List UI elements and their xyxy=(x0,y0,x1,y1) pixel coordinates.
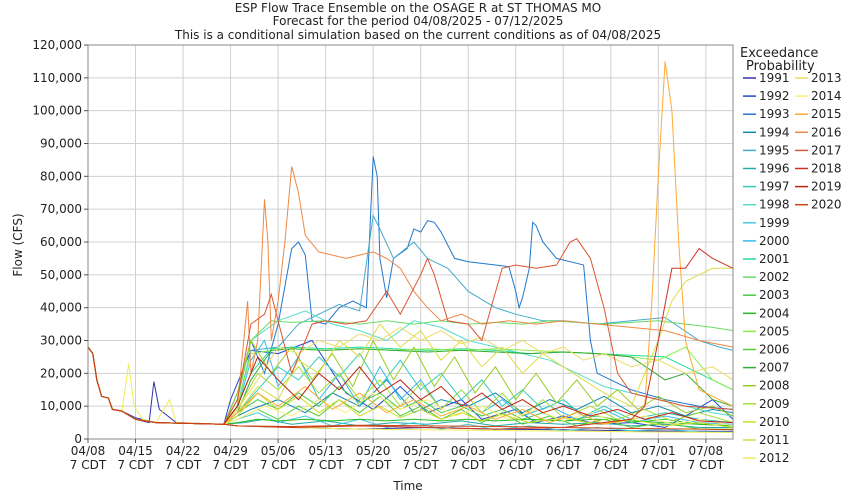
legend-title-line-1: Exceedance xyxy=(740,46,818,61)
x-tick-label-date: 06/03 xyxy=(451,444,486,458)
series-line-2010 xyxy=(87,346,734,428)
legend-label-1998: 1998 xyxy=(759,198,790,212)
legend-label-2013: 2013 xyxy=(811,71,842,85)
legend-label-2004: 2004 xyxy=(759,306,790,320)
legend: Exceedance Probability 19911992199319941… xyxy=(740,46,842,465)
x-tick-label-date: 05/20 xyxy=(356,444,391,458)
x-tick-label-date: 06/24 xyxy=(593,444,628,458)
legend-label-2012: 2012 xyxy=(759,451,790,465)
legend-label-2009: 2009 xyxy=(759,397,790,411)
x-axis-label: Time xyxy=(392,479,422,493)
x-tick-label-date: 05/13 xyxy=(308,444,343,458)
legend-label-1999: 1999 xyxy=(759,216,790,230)
legend-label-2001: 2001 xyxy=(759,252,790,266)
x-tick-label-date: 05/06 xyxy=(261,444,296,458)
y-tick-label: 50,000 xyxy=(40,268,82,282)
legend-label-2006: 2006 xyxy=(759,343,790,357)
y-tick-label: 20,000 xyxy=(40,366,82,380)
x-tick-label-time: 7 CDT xyxy=(545,458,582,472)
y-tick-label: 60,000 xyxy=(40,235,82,249)
y-tick-label: 0 xyxy=(74,432,82,446)
x-tick-label-date: 04/08 xyxy=(71,444,106,458)
legend-label-2000: 2000 xyxy=(759,234,790,248)
x-tick-label-date: 04/22 xyxy=(166,444,201,458)
series-line-2009 xyxy=(87,346,734,425)
chart-title-line-2: Forecast for the period 04/08/2025 - 07/… xyxy=(273,14,564,28)
legend-label-2017: 2017 xyxy=(811,143,842,157)
grid-lines xyxy=(87,44,733,440)
x-tick-label-time: 7 CDT xyxy=(307,458,344,472)
legend-label-1994: 1994 xyxy=(759,125,790,139)
x-tick-label-time: 7 CDT xyxy=(70,458,107,472)
x-tick-label-date: 05/27 xyxy=(403,444,438,458)
series-line-2015 xyxy=(87,61,734,425)
y-tick-label: 100,000 xyxy=(32,104,82,118)
legend-label-2018: 2018 xyxy=(811,162,842,176)
legend-label-2011: 2011 xyxy=(759,433,790,447)
series-line-1993 xyxy=(87,156,734,425)
y-tick-label: 90,000 xyxy=(40,137,82,151)
legend-label-1997: 1997 xyxy=(759,180,790,194)
x-tick-label-time: 7 CDT xyxy=(117,458,154,472)
legend-label-2015: 2015 xyxy=(811,107,842,121)
legend-label-1991: 1991 xyxy=(759,71,790,85)
x-tick-label-time: 7 CDT xyxy=(688,458,725,472)
y-tick-label: 30,000 xyxy=(40,334,82,348)
legend-label-1993: 1993 xyxy=(759,107,790,121)
x-tick-label-date: 06/17 xyxy=(546,444,581,458)
y-tick-label: 40,000 xyxy=(40,301,82,315)
chart-title-line-3: This is a conditional simulation based o… xyxy=(174,28,661,42)
y-tick-label: 120,000 xyxy=(32,38,82,52)
x-tick-label-date: 07/08 xyxy=(689,444,724,458)
series-line-2020 xyxy=(87,346,734,431)
legend-label-2019: 2019 xyxy=(811,180,842,194)
legend-title-line-2: Probability xyxy=(746,59,815,74)
x-tick-label-date: 04/29 xyxy=(213,444,248,458)
legend-label-2020: 2020 xyxy=(811,198,842,212)
y-tick-label: 70,000 xyxy=(40,202,82,216)
y-tick-label: 80,000 xyxy=(40,169,82,183)
legend-label-1996: 1996 xyxy=(759,162,790,176)
y-axis-ticks: 0 10,000 20,000 30,000 40,000 50,000 60,000 70,… xyxy=(32,38,88,446)
x-tick-label-time: 7 CDT xyxy=(450,458,487,472)
x-tick-label-date: 07/01 xyxy=(641,444,676,458)
legend-label-2005: 2005 xyxy=(759,324,790,338)
legend-label-2014: 2014 xyxy=(811,89,842,103)
x-tick-label-time: 7 CDT xyxy=(260,458,297,472)
series-line-1996 xyxy=(87,346,733,428)
y-tick-label: 110,000 xyxy=(32,71,82,85)
x-tick-label-time: 7 CDT xyxy=(212,458,249,472)
legend-items: 1991 1992 1993 1994 1995 1996 1997 1998 1999 2000… xyxy=(743,71,842,465)
series-line-2006 xyxy=(87,346,733,430)
legend-label-2002: 2002 xyxy=(759,270,790,284)
legend-label-1995: 1995 xyxy=(759,143,790,157)
legend-label-2003: 2003 xyxy=(759,288,790,302)
chart-titles: ESP Flow Trace Ensemble on the OSAGE R a… xyxy=(174,1,661,42)
series-lines xyxy=(87,61,734,433)
y-axis-label: Flow (CFS) xyxy=(11,213,25,276)
x-tick-label-time: 7 CDT xyxy=(355,458,392,472)
y-tick-label: 10,000 xyxy=(40,399,82,413)
legend-label-2008: 2008 xyxy=(759,379,790,393)
legend-label-2016: 2016 xyxy=(811,125,842,139)
x-tick-label-date: 04/15 xyxy=(118,444,153,458)
x-tick-label-time: 7 CDT xyxy=(498,458,535,472)
legend-label-2010: 2010 xyxy=(759,415,790,429)
legend-label-1992: 1992 xyxy=(759,89,790,103)
x-tick-label-time: 7 CDT xyxy=(640,458,677,472)
x-tick-label-time: 7 CDT xyxy=(593,458,630,472)
chart-title-line-1: ESP Flow Trace Ensemble on the OSAGE R a… xyxy=(235,1,601,15)
legend-label-2007: 2007 xyxy=(759,361,790,375)
x-tick-label-time: 7 CDT xyxy=(402,458,439,472)
x-tick-label-time: 7 CDT xyxy=(165,458,202,472)
x-tick-label-date: 06/10 xyxy=(498,444,533,458)
